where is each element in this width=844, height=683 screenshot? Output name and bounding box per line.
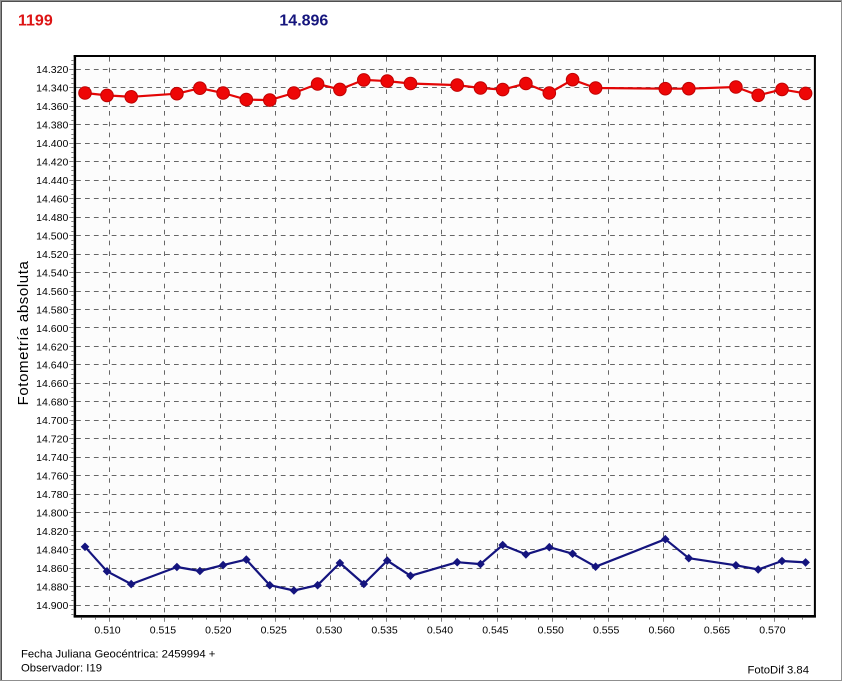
svg-text:0.560: 0.560 bbox=[648, 625, 674, 637]
svg-text:14.500: 14.500 bbox=[36, 230, 68, 242]
svg-text:0.510: 0.510 bbox=[94, 625, 120, 637]
svg-text:14.600: 14.600 bbox=[36, 323, 68, 335]
svg-text:0.550: 0.550 bbox=[538, 625, 564, 637]
svg-text:14.360: 14.360 bbox=[36, 101, 68, 113]
svg-text:Fecha Juliana Geocéntrica: 245: Fecha Juliana Geocéntrica: 2459994 + bbox=[21, 649, 216, 661]
svg-text:0.515: 0.515 bbox=[150, 625, 176, 637]
svg-text:14.860: 14.860 bbox=[36, 563, 68, 575]
svg-text:Observador: I19: Observador: I19 bbox=[21, 663, 102, 675]
svg-text:14.560: 14.560 bbox=[36, 286, 68, 298]
svg-text:14.800: 14.800 bbox=[36, 507, 68, 519]
svg-text:0.530: 0.530 bbox=[316, 625, 342, 637]
svg-text:0.545: 0.545 bbox=[482, 625, 508, 637]
svg-text:14.340: 14.340 bbox=[36, 83, 68, 95]
svg-text:0.535: 0.535 bbox=[371, 625, 397, 637]
svg-text:14.440: 14.440 bbox=[36, 175, 68, 187]
svg-text:14.420: 14.420 bbox=[36, 157, 68, 169]
svg-text:0.540: 0.540 bbox=[427, 625, 453, 637]
svg-text:14.580: 14.580 bbox=[36, 304, 68, 316]
svg-text:14.540: 14.540 bbox=[36, 267, 68, 279]
svg-text:14.820: 14.820 bbox=[36, 526, 68, 538]
svg-text:14.896: 14.896 bbox=[279, 13, 328, 30]
svg-text:1199: 1199 bbox=[18, 13, 53, 30]
svg-text:14.680: 14.680 bbox=[36, 397, 68, 409]
svg-text:14.840: 14.840 bbox=[36, 544, 68, 556]
svg-text:0.565: 0.565 bbox=[704, 625, 730, 637]
svg-text:FotoDif 3.84: FotoDif 3.84 bbox=[747, 665, 809, 677]
svg-text:14.780: 14.780 bbox=[36, 489, 68, 501]
svg-text:14.460: 14.460 bbox=[36, 193, 68, 205]
svg-text:14.880: 14.880 bbox=[36, 581, 68, 593]
svg-text:14.660: 14.660 bbox=[36, 378, 68, 390]
svg-text:0.520: 0.520 bbox=[205, 625, 231, 637]
svg-text:14.520: 14.520 bbox=[36, 249, 68, 261]
svg-text:14.620: 14.620 bbox=[36, 341, 68, 353]
svg-text:14.900: 14.900 bbox=[36, 600, 68, 612]
svg-text:14.640: 14.640 bbox=[36, 360, 68, 372]
svg-text:0.570: 0.570 bbox=[759, 625, 785, 637]
svg-text:14.480: 14.480 bbox=[36, 212, 68, 224]
svg-text:14.320: 14.320 bbox=[36, 64, 68, 76]
svg-text:Fotometría absoluta: Fotometría absoluta bbox=[15, 261, 32, 406]
svg-text:14.740: 14.740 bbox=[36, 452, 68, 464]
svg-text:14.720: 14.720 bbox=[36, 434, 68, 446]
svg-text:14.760: 14.760 bbox=[36, 471, 68, 483]
svg-text:14.380: 14.380 bbox=[36, 120, 68, 132]
svg-text:0.555: 0.555 bbox=[593, 625, 619, 637]
svg-text:14.400: 14.400 bbox=[36, 138, 68, 150]
svg-text:0.525: 0.525 bbox=[261, 625, 287, 637]
svg-text:14.700: 14.700 bbox=[36, 415, 68, 427]
